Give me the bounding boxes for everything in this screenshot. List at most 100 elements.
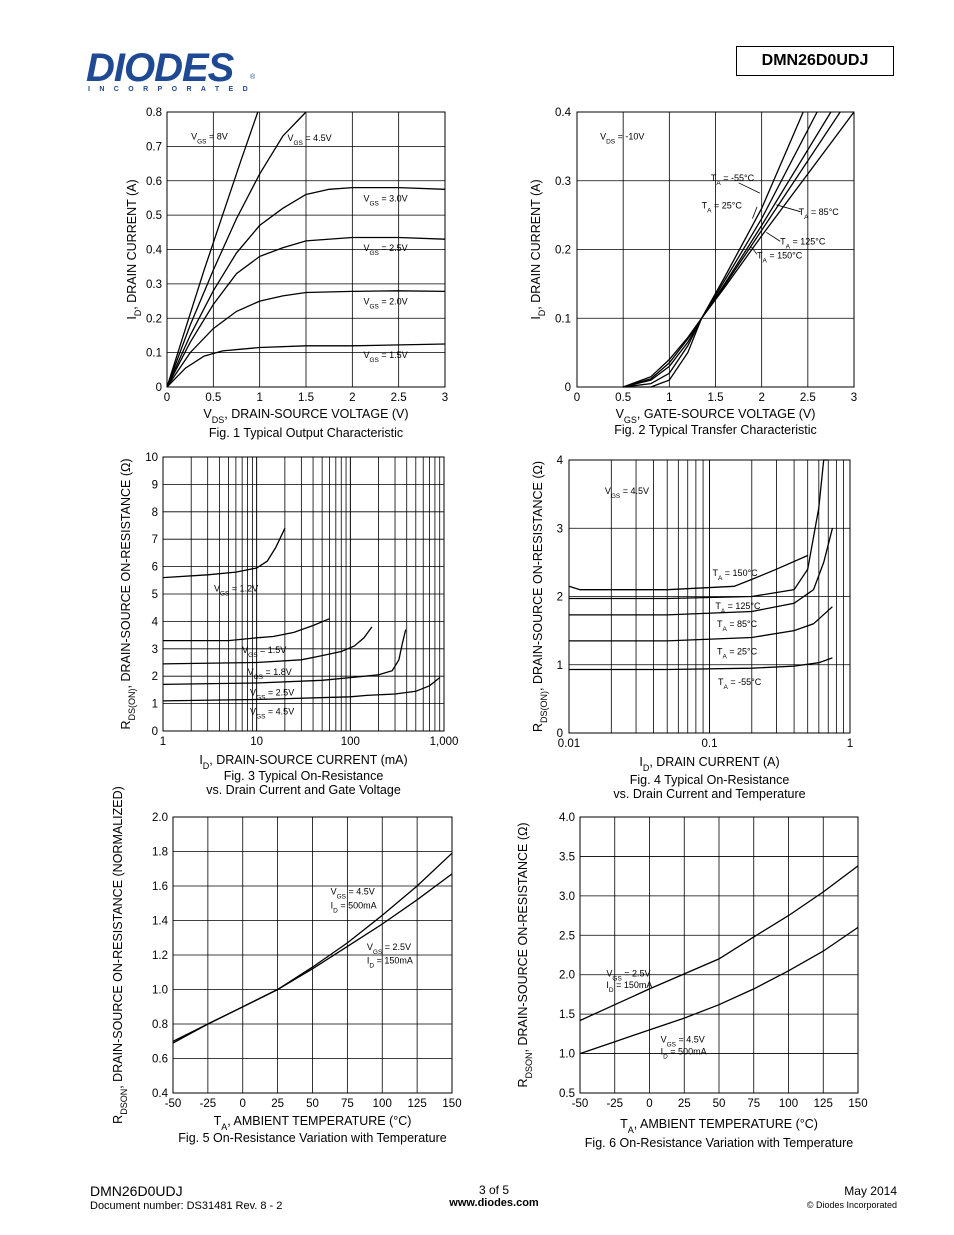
x-tick-label: 75 [341, 1098, 354, 1110]
y-tick-label: 5 [152, 589, 158, 601]
series-line-t-a-150-c [622, 111, 855, 388]
fig6-caption: Fig. 6 On-Resistance Variation with Temp… [585, 1136, 853, 1150]
series-line-v-gs-4-5v-i-d-500ma [579, 926, 859, 1055]
series-line-v-gs-1-8v [162, 626, 373, 665]
x-tick-label: 0.5 [205, 392, 221, 404]
annotation-v-gs-4-5v: VGS = 4.5V [250, 707, 294, 721]
y-tick-label: 4.0 [559, 812, 575, 824]
annotation-v-gs-3-0v: VGS = 3.0V [363, 193, 407, 207]
x-tick-label: 150 [442, 1098, 461, 1110]
y-tick-label: 2 [152, 671, 158, 683]
fig2-caption: Fig. 2 Typical Transfer Characteristic [614, 423, 817, 437]
x-tick-label: 3 [851, 392, 857, 404]
y-tick-label: 4 [152, 616, 159, 628]
x-tick-label: 50 [306, 1098, 319, 1110]
y-tick-label: 0 [152, 726, 158, 738]
annotation-i-d-150ma: ID = 150mA [606, 980, 652, 994]
fig5-caption: Fig. 5 On-Resistance Variation with Temp… [178, 1131, 446, 1145]
fig4-chart: 0.01 0.1 1 0 1 2 3 4 VGS = 4.5V TA = 150°C TA = 12… [531, 455, 853, 801]
x-tick-label: 2.5 [391, 392, 407, 404]
fig4-y-axis-label: RDS(ON), DRAIN-SOURCE ON-RESISTANCE (Ω) [531, 461, 549, 732]
y-tick-label: 0.3 [555, 176, 571, 188]
footer-document-number: Document number: DS31481 Rev. 8 - 2 [90, 1200, 283, 1212]
y-tick-label: 0.4 [146, 245, 163, 257]
fig1-chart: 0 0.5 1 1.5 2 2.5 3 0 0.1 0.2 0.3 0.4 0.5 0.6 0.7 0.8 VG… [125, 107, 448, 440]
y-tick-label: 0 [557, 728, 563, 740]
y-tick-label: 2.0 [559, 970, 575, 982]
y-tick-label: 1.6 [152, 881, 168, 893]
y-tick-label: 0.1 [555, 313, 571, 325]
y-tick-label: 0.6 [152, 1054, 168, 1066]
y-tick-label: 2 [557, 592, 563, 604]
y-tick-label: 0 [156, 382, 162, 394]
y-tick-label: 2.5 [559, 930, 575, 942]
annotation-t-a-85-c: TA = 85°C [799, 207, 840, 221]
y-tick-label: 1.5 [559, 1009, 575, 1021]
annotation-t-a-150-c: TA = 150°C [757, 250, 803, 264]
fig3-x-axis-label: ID, DRAIN-SOURCE CURRENT (mA) [199, 753, 407, 771]
annotation-v-gs-1-5v: VGS = 1.5V [363, 350, 407, 364]
annotation-leader-line [738, 182, 760, 194]
y-tick-label: 0.3 [146, 279, 162, 291]
annotation-leader-line [776, 204, 801, 213]
fig5-x-axis-label: TA, AMBIENT TEMPERATURE (°C) [214, 1114, 412, 1132]
series-line-v-gs-2-5v [166, 236, 446, 388]
x-tick-label: 25 [678, 1098, 691, 1110]
x-tick-label: 75 [747, 1098, 760, 1110]
footer-center: 3 of 5 www.diodes.com [394, 1183, 594, 1209]
fig5-plot-frame [172, 816, 453, 1094]
series-line-v-gs-2-0v [166, 290, 446, 388]
series-line-v-gs-1-5v [163, 618, 330, 642]
fig6-plot-frame [579, 816, 859, 1094]
x-tick-label: 100 [779, 1098, 798, 1110]
y-tick-label: 1 [152, 699, 158, 711]
fig3-y-axis-label: RDS(ON), DRAIN-SOURCE ON-RESISTANCE (Ω) [119, 459, 137, 730]
fig4-grid [568, 459, 851, 734]
x-tick-label: 0.01 [558, 738, 580, 750]
y-tick-label: 8 [152, 507, 158, 519]
annotation-leader-line [766, 231, 781, 242]
series-line-v-gs-3-0v [166, 186, 446, 388]
annotation-t-a-85-c: TA = 85°C [717, 619, 758, 633]
x-tick-label: 150 [848, 1098, 867, 1110]
annotation-v-gs-2-0v: VGS = 2.0V [363, 297, 407, 311]
y-tick-label: 1.0 [152, 985, 168, 997]
x-tick-label: 1 [256, 392, 262, 404]
x-tick-label: 50 [713, 1098, 726, 1110]
y-tick-label: 1.8 [152, 847, 168, 859]
fig4-caption: vs. Drain Current and Temperature [613, 787, 805, 801]
annotation-v-gs-1-5v: VGS = 1.5V [242, 645, 286, 659]
series-line-v-gs-2-5v-i-d-150ma [172, 873, 453, 1044]
footer-left: DMN26D0UDJ Document number: DS31481 Rev.… [90, 1183, 282, 1212]
logo-registered-mark: ® [250, 74, 256, 81]
annotation-v-gs-1-8v: VGS = 1.8V [248, 667, 292, 681]
footer-url-link[interactable]: www.diodes.com [449, 1197, 539, 1209]
annotation-v-gs-4-5v: VGS = 4.5V [287, 133, 331, 147]
x-tick-label: 0.5 [615, 392, 631, 404]
x-tick-label: 0 [164, 392, 170, 404]
y-tick-label: 7 [152, 534, 158, 546]
fig3-caption: Fig. 3 Typical On-Resistance [224, 769, 384, 783]
annotation-leader-line [752, 206, 758, 219]
x-tick-label: 3 [442, 392, 448, 404]
y-tick-label: 9 [152, 479, 158, 491]
x-tick-label: 1.5 [298, 392, 314, 404]
y-tick-label: 0.6 [146, 176, 162, 188]
annotation-v-gs-2-5v: VGS = 2.5V [606, 968, 650, 982]
footer-part-number: DMN26D0UDJ [90, 1183, 183, 1199]
fig2-chart: 0 0.5 1 1.5 2 2.5 3 0 0.1 0.2 0.3 0.4 VDS = -10V TA =… [529, 107, 857, 437]
x-tick-label: -50 [165, 1098, 182, 1110]
x-tick-label: 25 [271, 1098, 284, 1110]
x-tick-label: 1,000 [430, 736, 459, 748]
x-tick-label: 10 [250, 736, 263, 748]
series-line-t-a-25-c [623, 111, 818, 388]
series-line-t-a-85-c [569, 528, 834, 616]
annotation-v-ds-10v: VDS = -10V [600, 132, 644, 146]
y-tick-label: 4 [557, 455, 564, 467]
x-tick-label: 0.1 [702, 738, 718, 750]
y-tick-label: 6 [152, 562, 158, 574]
x-tick-label: 125 [408, 1098, 427, 1110]
series-line-t-a-150-c [568, 554, 808, 591]
x-tick-label: 2 [758, 392, 764, 404]
